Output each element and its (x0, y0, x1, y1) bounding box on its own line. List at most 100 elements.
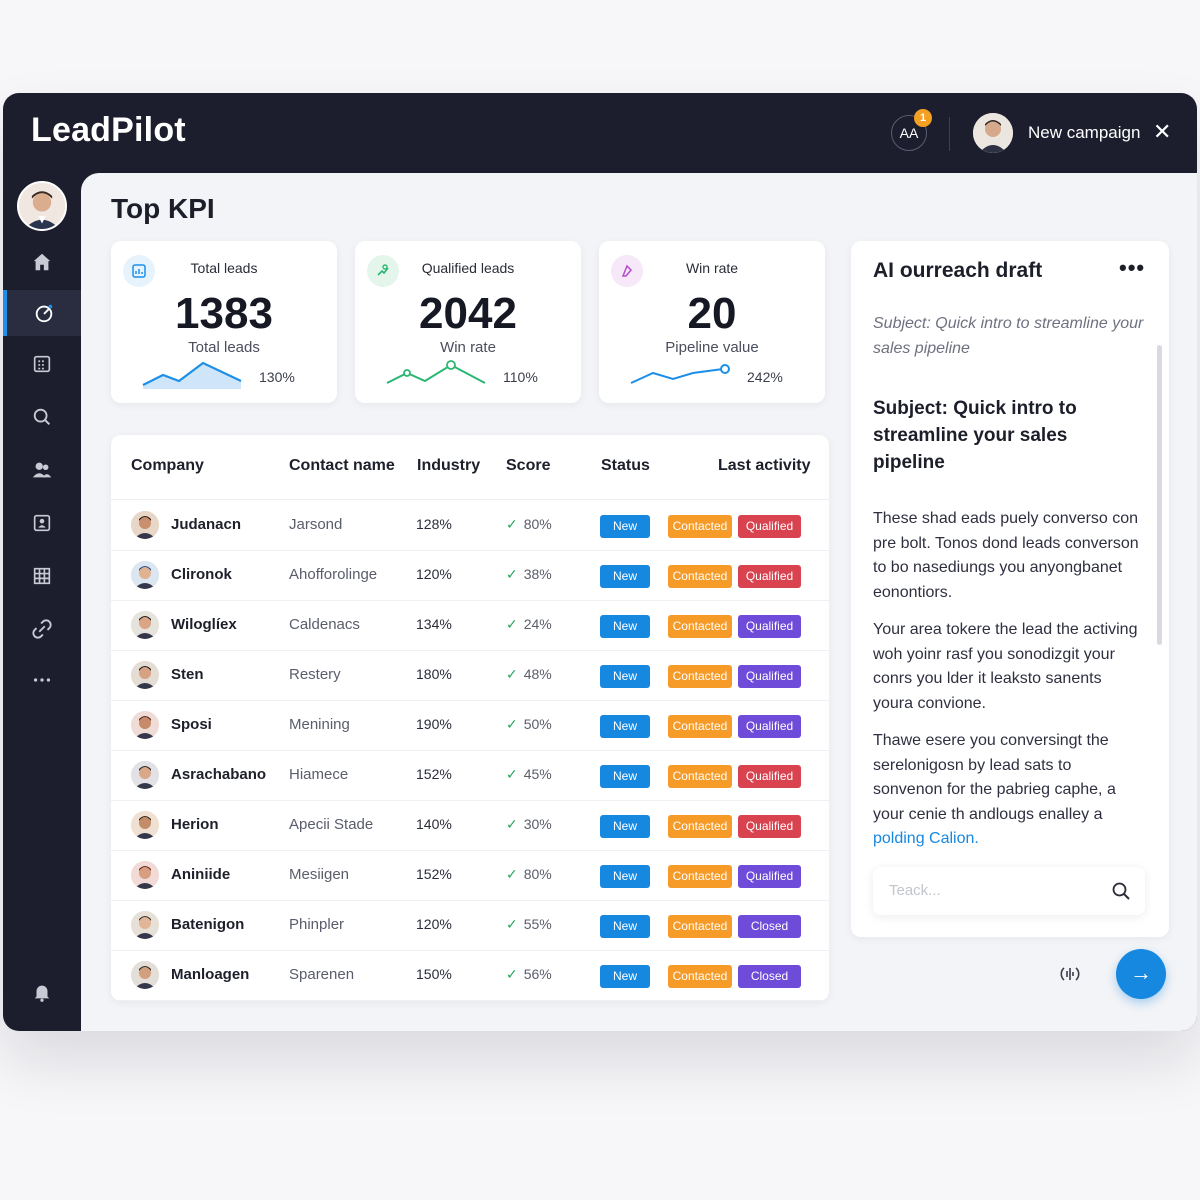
table-row[interactable]: Asrachabano Hiamece 152% ✓ 45% New Contacted Qu… (111, 751, 829, 801)
table-row[interactable]: Wiloglíex Caldenacs 134% ✓ 24% New Contacted Qu… (111, 601, 829, 651)
status-badge-contacted[interactable]: Contacted (668, 815, 732, 838)
status-badge-new[interactable]: New (600, 615, 650, 638)
home-icon (33, 253, 51, 271)
status-badge-new[interactable]: New (600, 965, 650, 988)
kpi-card-qualified-leads[interactable]: Qualified leads 2042 Win rate 110% (355, 241, 581, 403)
status-badge-contacted[interactable]: Contacted (668, 665, 732, 688)
status-badge-contacted[interactable]: Contacted (668, 865, 732, 888)
send-button[interactable]: → (1116, 949, 1166, 999)
status-badge-result[interactable]: Qualified (738, 765, 801, 788)
sidebar-item-more[interactable] (3, 657, 81, 703)
column-header-last-activity[interactable]: Last activity (718, 457, 811, 474)
column-header-status[interactable]: Status (601, 457, 650, 474)
contact-name: Sparenen (289, 966, 355, 983)
kpi-card-win-rate[interactable]: Win rate 20 Pipeline value 242% (599, 241, 825, 403)
new-campaign-button[interactable]: New campaign (1028, 123, 1141, 142)
status-badge-new[interactable]: New (600, 715, 650, 738)
close-icon[interactable]: ✕ (1153, 119, 1172, 144)
sidebar-item-alerts[interactable] (3, 969, 81, 1015)
kpi-card-total-leads[interactable]: Total leads 1383 Total leads 130% (111, 241, 337, 403)
status-badge-new[interactable]: New (600, 765, 650, 788)
status-badge-result[interactable]: Closed (738, 965, 801, 988)
notifications-button[interactable]: AA 1 (891, 109, 932, 151)
voice-input-icon[interactable] (1055, 959, 1085, 989)
company-name[interactable]: Herion (171, 816, 219, 833)
company-name[interactable]: Manloagen (171, 966, 250, 983)
company-name[interactable]: Sten (171, 666, 204, 683)
ai-panel-scrollbar[interactable] (1157, 345, 1162, 645)
sidebar-item-calendar[interactable] (3, 341, 81, 387)
status-badge-contacted[interactable]: Contacted (668, 715, 732, 738)
sidebar-item-links[interactable] (3, 606, 81, 652)
status-badge-new[interactable]: New (600, 865, 650, 888)
contact-name: Caldenacs (289, 616, 360, 633)
table-row[interactable]: Aniniide Mesiigen 152% ✓ 80% New Contacted Qual… (111, 851, 829, 901)
sidebar-avatar[interactable] (17, 181, 67, 231)
sidebar-item-search[interactable] (3, 394, 81, 440)
status-badge-new[interactable]: New (600, 815, 650, 838)
company-name[interactable]: Asrachabano (171, 766, 267, 783)
company-name[interactable]: Sposi (171, 716, 212, 733)
sidebar-item-home[interactable] (3, 239, 81, 285)
status-badge-result[interactable]: Qualified (738, 715, 801, 738)
status-badge-new[interactable]: New (600, 565, 650, 588)
check-icon: ✓ (506, 616, 518, 632)
status-badge-result[interactable]: Qualified (738, 815, 801, 838)
grid-icon (33, 567, 51, 585)
status-badge-contacted[interactable]: Contacted (668, 615, 732, 638)
status-badge-result[interactable]: Qualified (738, 515, 801, 538)
company-name[interactable]: Aniniide (171, 866, 231, 883)
column-header-score[interactable]: Score (506, 457, 551, 474)
sidebar-item-users[interactable] (3, 447, 81, 493)
status-badge-result[interactable]: Qualified (738, 565, 801, 588)
company-avatar (131, 761, 159, 789)
status-badge-contacted[interactable]: Contacted (668, 515, 732, 538)
search-icon[interactable] (1111, 881, 1131, 901)
column-header-contact[interactable]: Contact name (289, 457, 395, 474)
status-badge-new[interactable]: New (600, 915, 650, 938)
check-icon: ✓ (506, 866, 518, 882)
contact-name: Mesiigen (289, 866, 350, 883)
status-badge-result[interactable]: Qualified (738, 865, 801, 888)
table-row[interactable]: Manloagen Sparenen 150% ✓ 56% New Contacted Clo… (111, 951, 829, 1001)
status-badge-contacted[interactable]: Contacted (668, 565, 732, 588)
status-badge-contacted[interactable]: Contacted (668, 915, 732, 938)
column-header-company[interactable]: Company (131, 457, 204, 474)
score-value: ✓ 80% (506, 516, 552, 533)
status-badge-result[interactable]: Qualified (738, 615, 801, 638)
email-link[interactable]: polding Calion. (873, 830, 979, 847)
table-row[interactable]: Judanacn Jarsond 128% ✓ 80% New Contacted Quali… (111, 501, 829, 551)
ai-search-box[interactable]: Teack... (873, 867, 1145, 915)
industry-value: 180% (416, 666, 452, 682)
status-badge-result[interactable]: Closed (738, 915, 801, 938)
table-row[interactable]: Clironok Ahofforolinge 120% ✓ 38% New Contacte… (111, 551, 829, 601)
score-value: ✓ 48% (506, 666, 552, 683)
table-row[interactable]: Sposi Menining 190% ✓ 50% New Contacted Qualifi… (111, 701, 829, 751)
kpi-value: 1383 (175, 289, 273, 338)
company-name[interactable]: Judanacn (171, 516, 242, 533)
contact-name: Hiamece (289, 766, 349, 783)
ai-outreach-panel: AI ourreach draft ••• Subject: Quick int… (851, 241, 1169, 937)
contact-name: Phinpler (289, 916, 345, 933)
score-text: 48% (523, 666, 552, 682)
sidebar-item-dashboard[interactable] (3, 290, 81, 336)
status-badge-contacted[interactable]: Contacted (668, 965, 732, 988)
status-badge-new[interactable]: New (600, 515, 650, 538)
status-badge-new[interactable]: New (600, 665, 650, 688)
sidebar-item-grid[interactable] (3, 553, 81, 599)
status-badge-result[interactable]: Qualified (738, 665, 801, 688)
table-row[interactable]: Batenigon Phinpler 120% ✓ 55% New Contacted Clo… (111, 901, 829, 951)
leads-table: Company Contact name Industry Score Stat… (111, 435, 829, 1001)
company-name[interactable]: Clironok (171, 566, 232, 583)
column-header-industry[interactable]: Industry (417, 457, 481, 474)
more-options-icon[interactable]: ••• (1119, 255, 1146, 280)
company-name[interactable]: Batenigon (171, 916, 245, 933)
table-row[interactable]: Herion Apecii Stade 140% ✓ 30% New Contacted Qu… (111, 801, 829, 851)
status-badge-contacted[interactable]: Contacted (668, 765, 732, 788)
sidebar-item-reports[interactable] (3, 500, 81, 546)
table-row[interactable]: Sten Restery 180% ✓ 48% New Contacted Qualified (111, 651, 829, 701)
company-name[interactable]: Wiloglíex (171, 616, 237, 633)
score-text: 24% (523, 616, 552, 632)
kpi-sub-label: Win rate (440, 339, 496, 356)
user-avatar[interactable] (973, 113, 1013, 153)
